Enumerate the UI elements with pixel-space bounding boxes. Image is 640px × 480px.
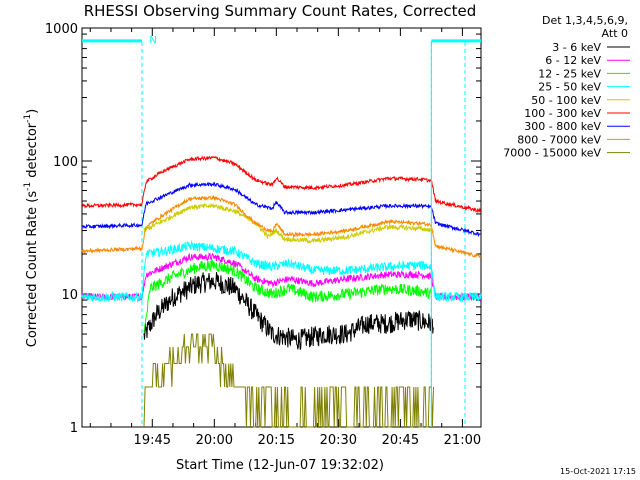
legend-label: 7000 - 15000 keV bbox=[503, 147, 601, 160]
legend-label: 25 - 50 keV bbox=[538, 81, 601, 94]
orbit-bar: N bbox=[82, 35, 481, 427]
legend-label: 800 - 7000 keV bbox=[517, 133, 601, 146]
x-tick-label: 21:00 bbox=[444, 433, 481, 448]
x-tick-label: 19:45 bbox=[134, 433, 171, 448]
legend-header-line-1: Det 1,3,4,5,6,9, bbox=[542, 14, 628, 27]
x-tick-label: 20:30 bbox=[320, 433, 357, 448]
series-line-1 bbox=[81, 252, 482, 302]
y-axis-ticks: 1 10 100 1000 bbox=[45, 22, 481, 436]
orbit-bar-label: N bbox=[149, 35, 156, 46]
x-tick-label: 20:45 bbox=[382, 433, 419, 448]
y-tick-label: 10 bbox=[61, 288, 78, 303]
legend-header-line-2: Att 0 bbox=[602, 27, 628, 40]
series-line-4 bbox=[143, 202, 434, 245]
x-tick-label: 20:00 bbox=[196, 433, 233, 448]
legend-label: 300 - 800 keV bbox=[524, 120, 601, 133]
footer-timestamp: 15-Oct-2021 17:15 bbox=[560, 467, 636, 476]
chart-title: RHESSI Observing Summary Count Rates, Co… bbox=[84, 2, 477, 20]
series-line-3 bbox=[81, 239, 482, 304]
legend-label: 3 - 6 keV bbox=[552, 41, 601, 54]
y-axis-label: Corrected Count Rate (s-1 detector-1) bbox=[23, 109, 40, 347]
legend-label: 100 - 300 keV bbox=[524, 107, 601, 120]
x-axis-label: Start Time (12-Jun-07 19:32:02) bbox=[176, 458, 384, 473]
series-line-6 bbox=[81, 181, 481, 237]
legend-label: 6 - 12 keV bbox=[545, 54, 601, 67]
series-line-5 bbox=[81, 155, 482, 214]
x-axis-ticks: 19:45 20:00 20:15 20:30 20:45 21:00 bbox=[89, 28, 481, 448]
legend-label: 12 - 25 keV bbox=[538, 67, 601, 80]
series-line-0 bbox=[143, 272, 434, 350]
y-tick-label: 1 bbox=[70, 421, 78, 436]
series-layer bbox=[81, 155, 482, 428]
plot-area: 19:45 20:00 20:15 20:30 20:45 21:00 1 10 100 100… bbox=[45, 22, 482, 448]
series-line-2 bbox=[143, 259, 432, 332]
series-line-7 bbox=[81, 194, 482, 259]
legend-label: 50 - 100 keV bbox=[531, 94, 601, 107]
y-tick-label: 100 bbox=[53, 155, 78, 170]
y-tick-label: 1000 bbox=[45, 22, 78, 37]
series-line-8 bbox=[143, 333, 434, 428]
x-tick-label: 20:15 bbox=[258, 433, 295, 448]
